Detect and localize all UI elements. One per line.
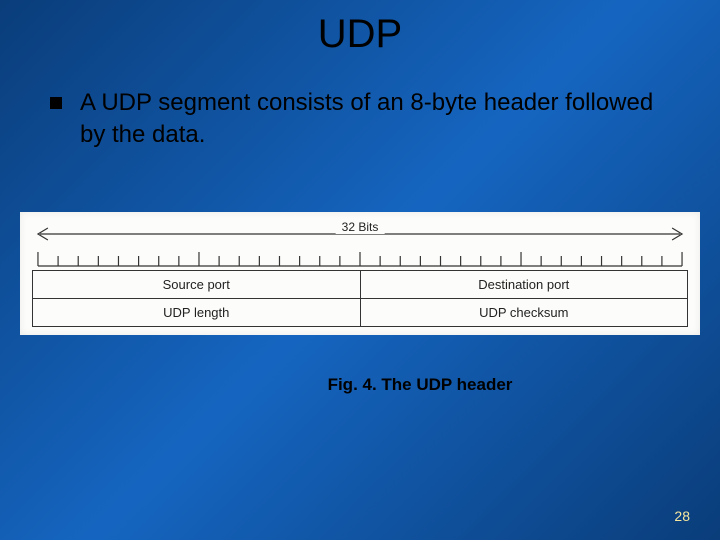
table-row: Source port Destination port bbox=[33, 270, 688, 298]
cell-destination-port: Destination port bbox=[360, 270, 688, 298]
bullet-item: A UDP segment consists of an 8-byte head… bbox=[0, 87, 720, 152]
slide-title: UDP bbox=[0, 0, 720, 77]
ruler-ticks-row bbox=[32, 248, 688, 268]
table-row: UDP length UDP checksum bbox=[33, 298, 688, 326]
bullet-marker-icon bbox=[50, 97, 62, 109]
figure-caption: Fig. 4. The UDP header bbox=[0, 375, 720, 395]
ruler-label: 32 Bits bbox=[336, 220, 385, 234]
ruler-arrow-row: 32 Bits bbox=[32, 222, 688, 246]
cell-source-port: Source port bbox=[33, 270, 361, 298]
bullet-text: A UDP segment consists of an 8-byte head… bbox=[80, 87, 670, 152]
page-number: 28 bbox=[674, 508, 690, 524]
cell-udp-length: UDP length bbox=[33, 298, 361, 326]
udp-header-diagram: 32 Bits bbox=[20, 212, 700, 335]
cell-udp-checksum: UDP checksum bbox=[360, 298, 688, 326]
ruler-ticks-icon bbox=[32, 248, 688, 268]
udp-header-table: Source port Destination port UDP length … bbox=[32, 270, 688, 327]
